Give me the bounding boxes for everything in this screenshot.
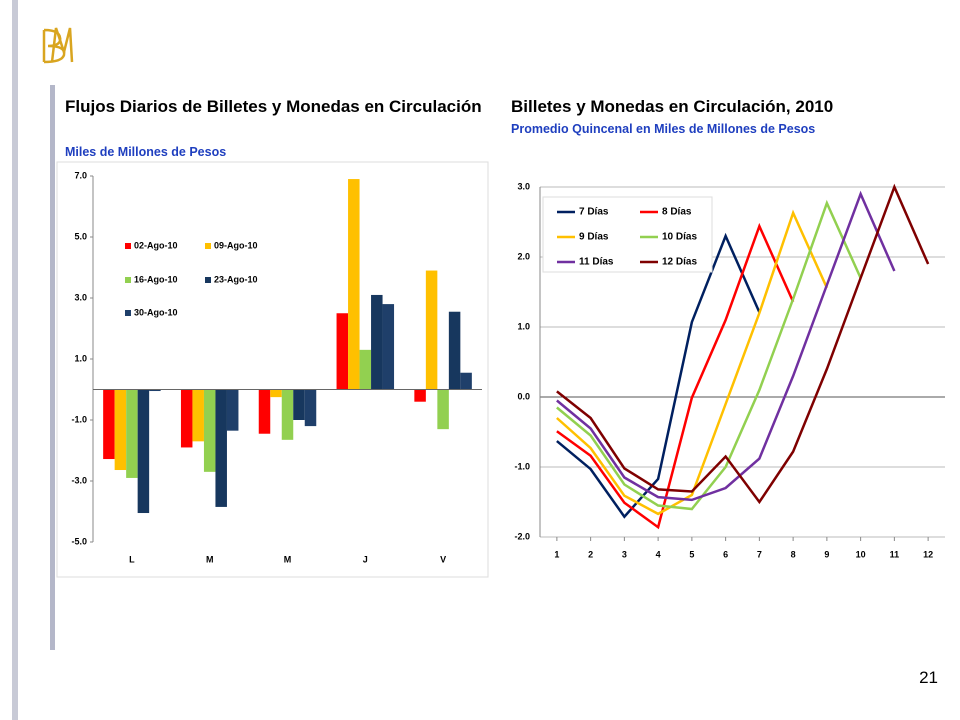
legend-label: 30-Ago-10 (134, 307, 178, 317)
side-bar (12, 0, 18, 720)
line (556, 190, 896, 502)
y-tick-label: 1.0 (74, 353, 87, 363)
y-tick-label: -1.0 (71, 414, 87, 424)
legend-swatch (205, 243, 211, 249)
legend-label: 10 Días (662, 232, 697, 243)
bar (448, 311, 461, 390)
x-tick-label: M (206, 554, 214, 564)
bar (371, 294, 383, 390)
bar (226, 389, 239, 431)
x-tick-label: 1 (554, 549, 559, 559)
y-tick-label: -5.0 (71, 536, 87, 546)
x-tick-label: 10 (856, 549, 866, 559)
y-tick-label: -3.0 (71, 475, 87, 485)
page-number: 21 (919, 668, 938, 687)
y-tick-label: 7.0 (74, 170, 87, 180)
bar (293, 389, 305, 420)
line (556, 199, 862, 511)
bar (425, 270, 438, 390)
bar (414, 389, 426, 402)
bar (149, 389, 161, 392)
bar (203, 389, 216, 472)
bar (258, 389, 271, 434)
legend-label: 12 Días (662, 257, 697, 268)
y-tick-label: -1.0 (514, 461, 530, 471)
bar (215, 389, 227, 507)
line (556, 209, 829, 516)
legend-swatch (205, 277, 211, 283)
bar (336, 313, 349, 390)
legend-label: 02-Ago-10 (134, 240, 178, 250)
bar (114, 389, 127, 471)
logo (42, 27, 74, 64)
legend-label: 23-Ago-10 (214, 274, 258, 284)
legend-swatch (125, 310, 131, 316)
legend-label: 9 Días (579, 232, 609, 243)
y-tick-label: 2.0 (517, 251, 530, 261)
x-tick-label: 4 (656, 549, 661, 559)
bar (180, 389, 193, 448)
bar (281, 389, 294, 440)
x-tick-label: J (363, 554, 368, 564)
bar (126, 389, 138, 478)
x-tick-label: 12 (923, 549, 933, 559)
bar (192, 389, 204, 442)
line (556, 232, 761, 519)
x-tick-label: L (129, 554, 135, 564)
legend-label: 7 Días (579, 207, 609, 218)
y-tick-label: 1.0 (517, 321, 530, 331)
line (556, 222, 795, 530)
x-tick-label: V (440, 554, 446, 564)
y-tick-label: -2.0 (514, 531, 530, 541)
x-tick-label: 6 (723, 549, 728, 559)
chart-subtitle: Miles de Millones de Pesos (65, 145, 227, 159)
y-tick-label: 3.0 (74, 292, 87, 302)
bar (348, 179, 360, 390)
legend-label: 16-Ago-10 (134, 274, 178, 284)
x-tick-label: 9 (824, 549, 829, 559)
x-tick-label: 11 (890, 549, 900, 559)
bar (137, 389, 150, 514)
legend-swatch (125, 243, 131, 249)
bar (103, 389, 115, 460)
y-tick-label: 0.0 (517, 391, 530, 401)
y-tick-label: 3.0 (517, 181, 530, 191)
x-tick-label: 8 (791, 549, 796, 559)
side-bar (50, 85, 55, 650)
y-tick-label: 5.0 (74, 231, 87, 241)
x-tick-label: 3 (622, 549, 627, 559)
bar (304, 389, 317, 427)
bar (460, 372, 472, 390)
legend-swatch (125, 277, 131, 283)
chart-subtitle: Promedio Quincenal en Miles de Millones … (511, 122, 816, 136)
chart-frame (56, 161, 489, 578)
x-tick-label: 5 (689, 549, 694, 559)
bar (359, 349, 372, 390)
legend-label: 8 Días (662, 207, 692, 218)
chart-title: Flujos Diarios de Billetes y Monedas en … (65, 97, 482, 116)
x-tick-label: 7 (757, 549, 762, 559)
x-tick-label: 2 (588, 549, 593, 559)
bar (270, 389, 282, 398)
x-tick-label: M (284, 554, 292, 564)
chart-title: Billetes y Monedas en Circulación, 2010 (511, 97, 834, 116)
legend-box (542, 196, 713, 273)
bar (437, 389, 449, 430)
bar (382, 304, 395, 390)
line (556, 183, 930, 505)
legend-label: 09-Ago-10 (214, 240, 258, 250)
legend-label: 11 Días (579, 257, 614, 268)
